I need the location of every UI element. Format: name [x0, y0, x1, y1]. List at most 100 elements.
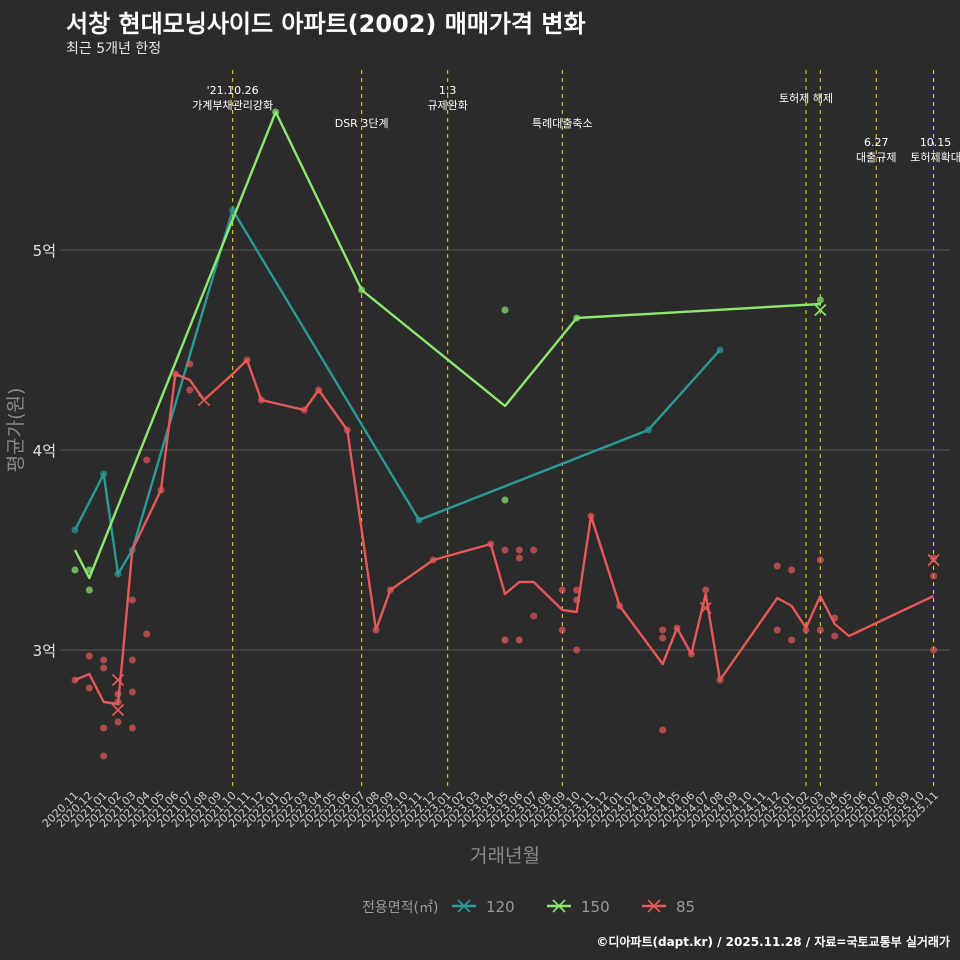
data-point [358, 286, 366, 294]
cancelled-stroke [699, 601, 712, 615]
data-point [229, 206, 237, 214]
cancelled-marker [111, 673, 125, 687]
data-point [501, 306, 509, 314]
event-label: 토허제 해제 [779, 91, 833, 105]
data-point [501, 546, 509, 554]
data-point [558, 626, 566, 634]
data-point [616, 602, 624, 610]
event-label: 규제완화 [427, 99, 467, 112]
data-point [243, 356, 251, 364]
data-point [716, 676, 724, 684]
data-point [300, 406, 308, 414]
data-point [802, 626, 810, 634]
data-point [558, 586, 566, 594]
data-point [687, 650, 695, 658]
data-point [788, 566, 796, 574]
legend-label: 150 [581, 898, 610, 916]
data-point [128, 596, 136, 604]
series-line [73, 208, 721, 576]
event-label: 10.15 [920, 136, 952, 149]
data-point [587, 512, 595, 520]
cancelled-stroke [111, 673, 125, 687]
legend-swatch-cross [457, 899, 471, 913]
data-point [515, 554, 523, 562]
data-point [530, 612, 538, 620]
data-point [343, 426, 351, 434]
data-point [100, 724, 108, 732]
data-point [71, 526, 79, 534]
data-point [816, 296, 824, 304]
cancelled-marker [699, 601, 712, 615]
event-label: '21.10.26 [207, 84, 259, 97]
data-point [315, 386, 323, 394]
legend-title: 전용면적(㎡) [362, 900, 438, 916]
event-label: 1.3 [439, 84, 457, 97]
event-label: 특례대출축소 [532, 117, 593, 130]
data-point [100, 664, 108, 672]
event-label: 토허제확대 [910, 151, 960, 164]
cancelled-marker [111, 703, 125, 717]
series-85 [71, 356, 940, 760]
data-point [702, 586, 710, 594]
data-point [100, 470, 108, 478]
chart-caption: ©디아파트(dapt.kr) / 2025.11.28 / 자료=국토교통부 실… [596, 935, 950, 949]
data-point [157, 486, 165, 494]
data-point [114, 698, 122, 706]
legend-label: 120 [486, 898, 515, 916]
data-point [429, 556, 437, 564]
cancelled-stroke [197, 393, 211, 407]
cancelled-marker [197, 393, 211, 407]
cancelled-marker [927, 553, 940, 567]
y-tick-label: 4억 [33, 442, 56, 460]
series-150 [71, 108, 827, 594]
data-point [257, 396, 265, 404]
y-tick-label: 5억 [33, 242, 56, 260]
data-point [114, 570, 122, 578]
cancelled-stroke [111, 703, 125, 717]
cancelled-marker [814, 303, 827, 317]
data-point [501, 496, 509, 504]
data-point [143, 456, 151, 464]
chart-subtitle: 최근 5개년 한정 [66, 41, 162, 57]
data-point [143, 630, 151, 638]
data-point [573, 314, 581, 322]
legend-swatch-cross [647, 899, 661, 913]
data-point [114, 718, 122, 726]
data-point [673, 624, 681, 632]
data-point [372, 626, 380, 634]
data-point [659, 634, 667, 642]
cancelled-stroke [927, 553, 940, 567]
data-point [85, 566, 93, 574]
data-point [573, 586, 581, 594]
x-axis-title: 거래년월 [470, 845, 540, 867]
data-point [788, 636, 796, 644]
data-point [128, 688, 136, 696]
data-point [930, 554, 938, 562]
series-120 [71, 206, 724, 578]
data-point [515, 546, 523, 554]
data-point [128, 656, 136, 664]
data-point [128, 724, 136, 732]
data-point [831, 632, 839, 640]
data-point [171, 370, 179, 378]
legend-item-85: 85 [642, 898, 695, 916]
data-point [831, 614, 839, 622]
legend: 전용면적(㎡) 120 150 85 [362, 898, 695, 916]
data-point [186, 386, 194, 394]
legend-item-120: 120 [452, 898, 515, 916]
data-point [515, 636, 523, 644]
event-label: DSR 3단계 [335, 117, 389, 130]
data-point [85, 652, 93, 660]
data-point [85, 586, 93, 594]
data-point [114, 690, 122, 698]
chart-title: 서창 현대모닝사이드 아파트(2002) 매매가격 변화 [66, 10, 586, 38]
series-line [74, 358, 935, 706]
data-point [100, 752, 108, 760]
legend-item-150: 150 [547, 898, 610, 916]
data-point [100, 656, 108, 664]
data-point [415, 516, 423, 524]
legend-label: 85 [676, 898, 695, 916]
data-point [487, 540, 495, 548]
event-label: 대출규제 [856, 151, 896, 164]
